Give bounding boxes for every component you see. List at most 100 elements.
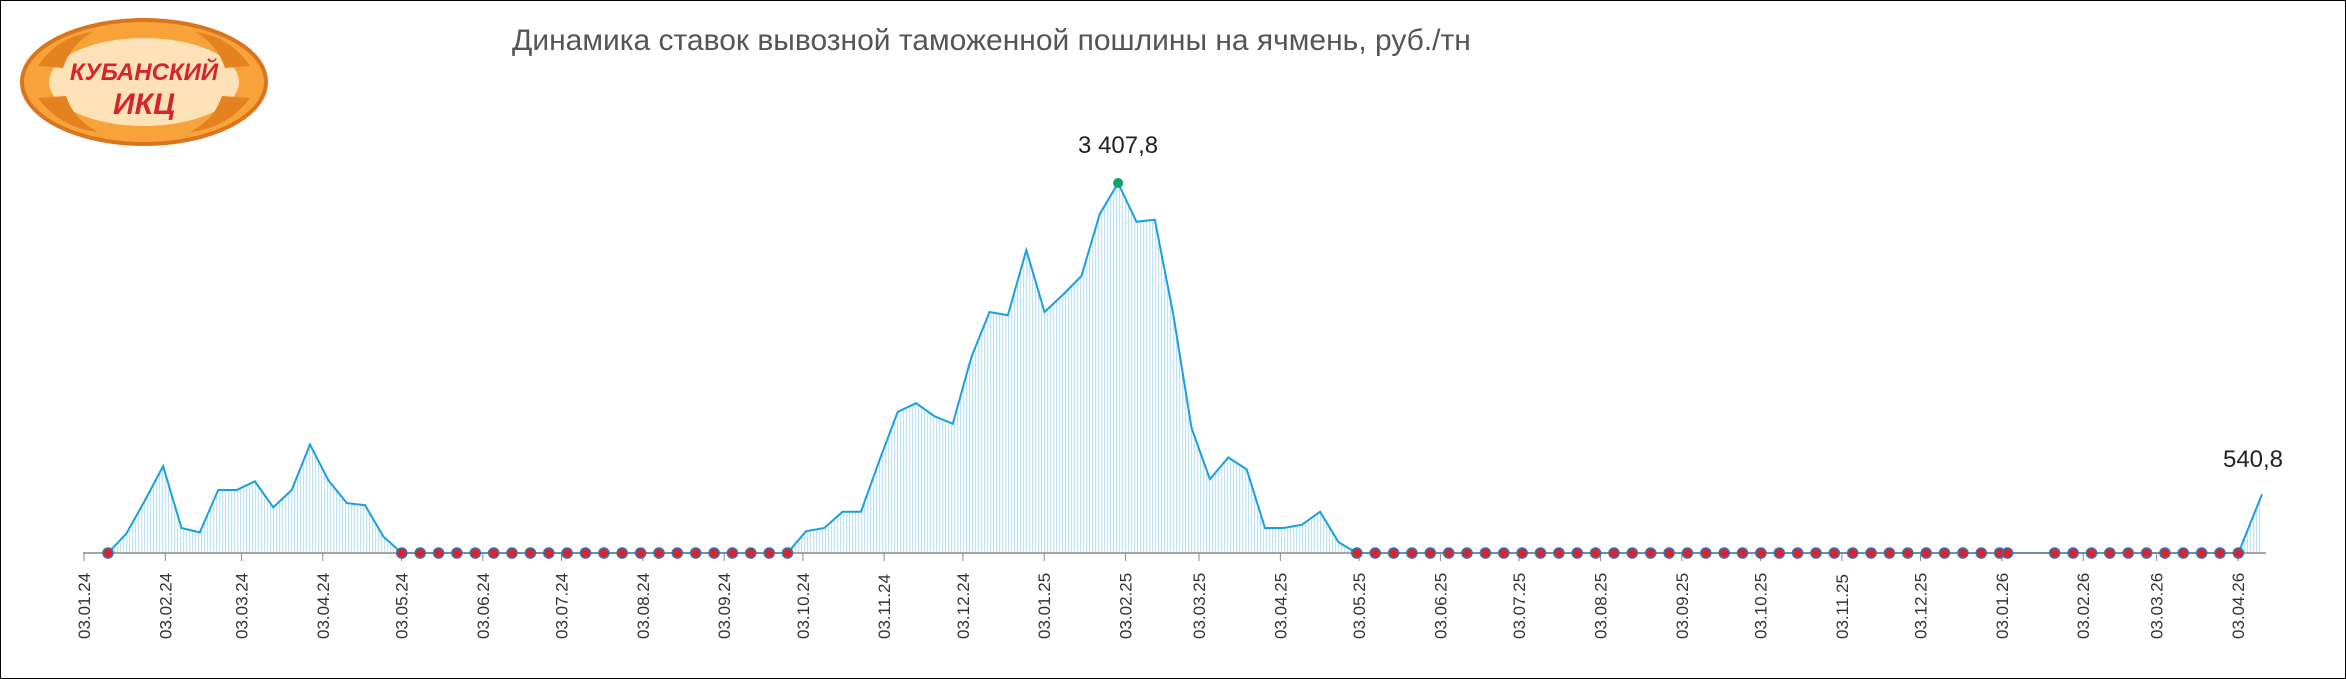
zero-marker xyxy=(1387,547,1400,559)
zero-marker xyxy=(542,547,555,559)
zero-marker xyxy=(1663,547,1675,559)
zero-marker xyxy=(1516,547,1528,559)
zero-marker xyxy=(744,547,757,559)
zero-marker xyxy=(1736,547,1749,559)
x-tick-label: 03.08.24 xyxy=(634,573,653,639)
zero-marker xyxy=(1498,547,1510,559)
zero-marker xyxy=(1406,547,1418,559)
x-tick-label: 03.09.25 xyxy=(1673,573,1692,639)
x-tick-label: 03.01.24 xyxy=(75,573,94,639)
zero-marker xyxy=(726,547,739,559)
zero-marker xyxy=(1608,547,1620,559)
logo-wheat-icon xyxy=(38,32,250,132)
x-tick-label: 03.10.24 xyxy=(794,573,813,639)
zero-marker xyxy=(634,547,647,559)
zero-marker xyxy=(2177,547,2190,559)
zero-marker xyxy=(469,547,482,559)
zero-marker xyxy=(1479,547,1492,559)
x-tick-label: 03.05.24 xyxy=(392,573,411,639)
zero-marker xyxy=(1810,547,1822,559)
zero-marker xyxy=(1369,547,1381,559)
x-tick-label: 03.12.24 xyxy=(954,573,973,639)
logo-inner-ellipse xyxy=(49,38,239,126)
company-logo: КУБАНСКИЙ ИКЦ xyxy=(20,18,268,146)
data-label: 3 407,8 xyxy=(1078,132,1158,159)
zero-marker xyxy=(1828,547,1841,559)
x-tick-label: 03.04.24 xyxy=(314,573,333,639)
x-tick-label: 03.03.24 xyxy=(232,573,251,639)
zero-marker xyxy=(689,547,702,559)
zero-marker xyxy=(1700,547,1712,559)
x-tick-label: 03.03.26 xyxy=(2148,573,2167,639)
x-tick-label: 03.07.25 xyxy=(1510,573,1529,639)
x-tick-label: 03.01.26 xyxy=(1993,573,2012,639)
zero-marker xyxy=(653,547,665,559)
logo-text-line2: ИКЦ xyxy=(113,88,175,121)
zero-marker xyxy=(2232,547,2245,559)
x-tick-label: 03.11.24 xyxy=(875,574,894,639)
zero-marker xyxy=(1846,547,1859,559)
zero-marker xyxy=(1442,547,1455,559)
series-area xyxy=(108,183,2262,553)
x-tick-label: 03.04.25 xyxy=(1271,573,1290,639)
x-tick-label: 03.08.25 xyxy=(1591,573,1610,639)
zero-marker xyxy=(2048,547,2061,559)
zero-marker xyxy=(561,547,573,559)
x-tick-label: 03.07.24 xyxy=(553,573,572,639)
zero-marker xyxy=(763,547,776,559)
x-tick-label: 03.12.25 xyxy=(1912,573,1931,639)
zero-marker xyxy=(1975,547,1988,559)
zero-marker xyxy=(1424,547,1437,559)
data-label: 540,8 xyxy=(2223,446,2283,473)
zero-marker xyxy=(451,547,463,559)
x-tick-label: 03.04.26 xyxy=(2229,573,2248,639)
x-tick-label: 03.06.24 xyxy=(474,573,493,639)
zero-marker xyxy=(708,547,720,559)
zero-marker xyxy=(1773,547,1786,559)
zero-marker xyxy=(524,547,537,559)
x-tick-label: 03.05.25 xyxy=(1350,573,1369,639)
zero-marker xyxy=(671,547,684,559)
zero-marker xyxy=(1957,547,1969,559)
zero-marker xyxy=(2159,547,2171,559)
zero-marker xyxy=(1626,547,1639,559)
zero-marker xyxy=(1883,547,1896,559)
zero-marker xyxy=(2122,547,2134,559)
zero-marker xyxy=(1920,547,1932,559)
zero-marker xyxy=(579,547,592,559)
x-tick-label: 03.02.26 xyxy=(2074,573,2093,639)
x-tick-group: 03.01.24 03.02.24 03.03.24 03.04.24 03.05.24… xyxy=(75,553,2248,639)
zero-marker xyxy=(414,547,427,559)
x-tick-label: 03.03.25 xyxy=(1190,573,1209,639)
x-tick-label: 03.02.24 xyxy=(156,573,175,639)
zero-marker xyxy=(616,547,629,559)
zero-marker xyxy=(1902,547,1914,559)
x-tick-label: 03.01.25 xyxy=(1035,573,1054,639)
zero-marker xyxy=(432,547,445,559)
zero-marker xyxy=(1755,547,1767,559)
zero-marker xyxy=(1791,547,1804,559)
zero-marker xyxy=(395,547,408,559)
zero-marker xyxy=(487,547,500,559)
marker-group xyxy=(102,178,2245,559)
zero-marker xyxy=(102,547,114,559)
x-tick-label: 03.06.25 xyxy=(1431,573,1450,639)
x-tick-label: 03.09.24 xyxy=(715,573,734,639)
annotation-group: 3 407,8 540,8 xyxy=(1078,132,2283,473)
zero-marker xyxy=(2214,547,2226,559)
zero-marker xyxy=(1644,547,1657,559)
logo-text-line1: КУБАНСКИЙ xyxy=(70,57,219,86)
x-tick-label: 03.10.25 xyxy=(1751,573,1770,639)
area-fill-group xyxy=(108,183,2262,553)
zero-marker xyxy=(1461,547,1473,559)
zero-marker xyxy=(2195,547,2208,559)
zero-marker xyxy=(1865,547,1877,559)
x-tick-label: 03.11.25 xyxy=(1833,574,1852,639)
zero-marker xyxy=(1589,547,1602,559)
zero-marker xyxy=(2085,547,2098,559)
zero-marker xyxy=(1351,547,1363,559)
zero-marker xyxy=(2067,547,2079,559)
x-tick-label: 03.02.25 xyxy=(1117,573,1136,639)
zero-marker xyxy=(1681,547,1694,559)
peak-marker xyxy=(1113,178,1124,188)
